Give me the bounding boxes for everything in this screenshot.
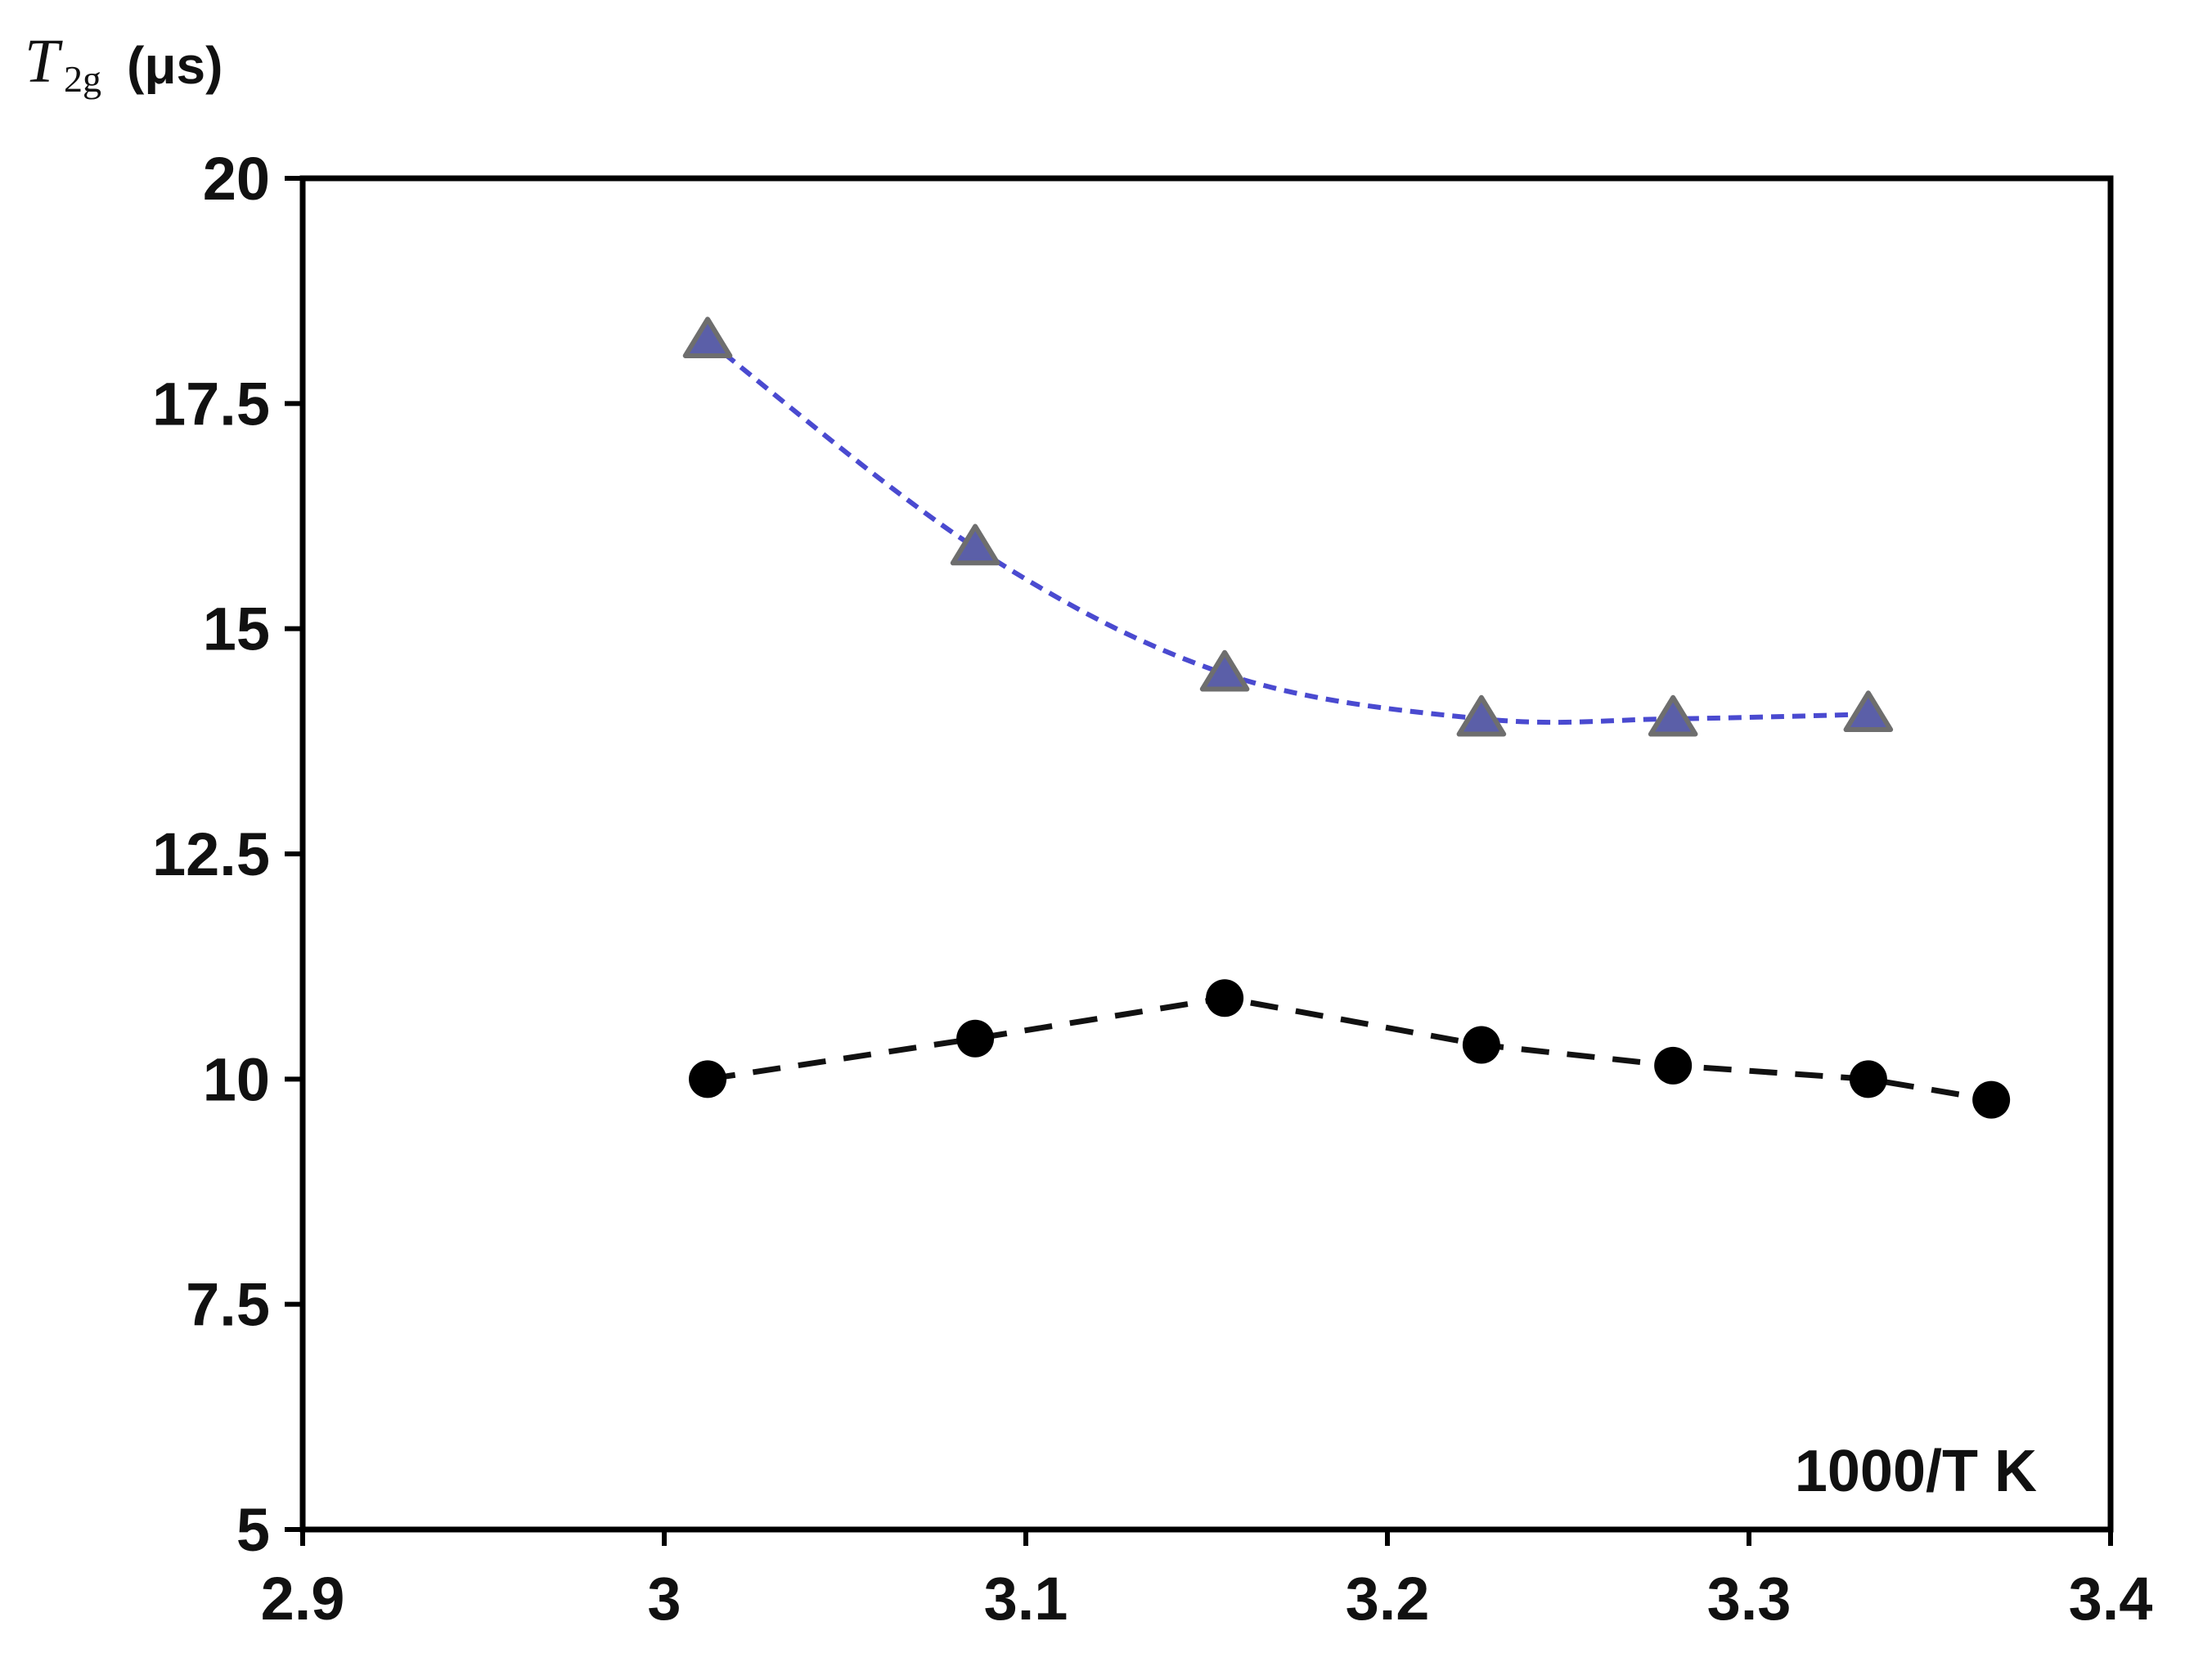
x-tick-label: 3 (647, 1565, 681, 1633)
data-point-circle (1206, 979, 1244, 1017)
data-point-triangle (950, 523, 1000, 566)
plot-area-frame (299, 175, 2114, 1533)
y-tick-label: 20 (203, 145, 270, 213)
data-point-circle (1972, 1080, 2011, 1119)
y-tick-label: 12.5 (152, 820, 270, 888)
data-point-circle (689, 1060, 727, 1098)
y-axis-title-subscript: 2g (64, 58, 101, 100)
y-axis-title-symbol: T (25, 27, 63, 96)
x-tick-label: 3.3 (1707, 1565, 1792, 1633)
series-lines (706, 338, 1992, 1103)
data-point-triangle (682, 317, 733, 358)
x-tick-label: 3.1 (984, 1565, 1068, 1633)
x-tick-label: 2.9 (261, 1565, 345, 1633)
series-markers (682, 317, 2011, 1119)
y-axis-title-unit: (μs) (127, 36, 223, 95)
data-point-circle (956, 1019, 995, 1058)
y-axis-ticks: 5 7.5 10 12.5 15 17.5 20 (152, 145, 303, 1564)
x-tick-label: 3.2 (1346, 1565, 1430, 1633)
x-axis-ticks: 2.9 3 3.1 3.2 3.3 3.4 (261, 1530, 2153, 1633)
data-point-triangle (1843, 690, 1894, 733)
y-axis-title: T 2g (μs) (25, 27, 223, 100)
x-tick-label: 3.4 (2069, 1565, 2153, 1633)
y-tick-label: 7.5 (186, 1271, 270, 1339)
data-point-circle (1654, 1046, 1693, 1085)
x-axis-title: 1000/T K (1795, 1439, 2037, 1504)
series-line-triangle (706, 338, 1868, 725)
data-point-circle (1462, 1026, 1500, 1064)
y-tick-label: 5 (236, 1496, 270, 1564)
data-point-triangle (1199, 649, 1250, 692)
data-point-circle (1849, 1060, 1887, 1098)
data-point-triangle (1456, 694, 1507, 737)
y-tick-label: 15 (203, 595, 270, 663)
y-tick-label: 17.5 (152, 370, 270, 438)
series-line-circle (707, 995, 1992, 1103)
data-point-triangle (1648, 694, 1698, 737)
y-tick-label: 10 (203, 1045, 270, 1113)
